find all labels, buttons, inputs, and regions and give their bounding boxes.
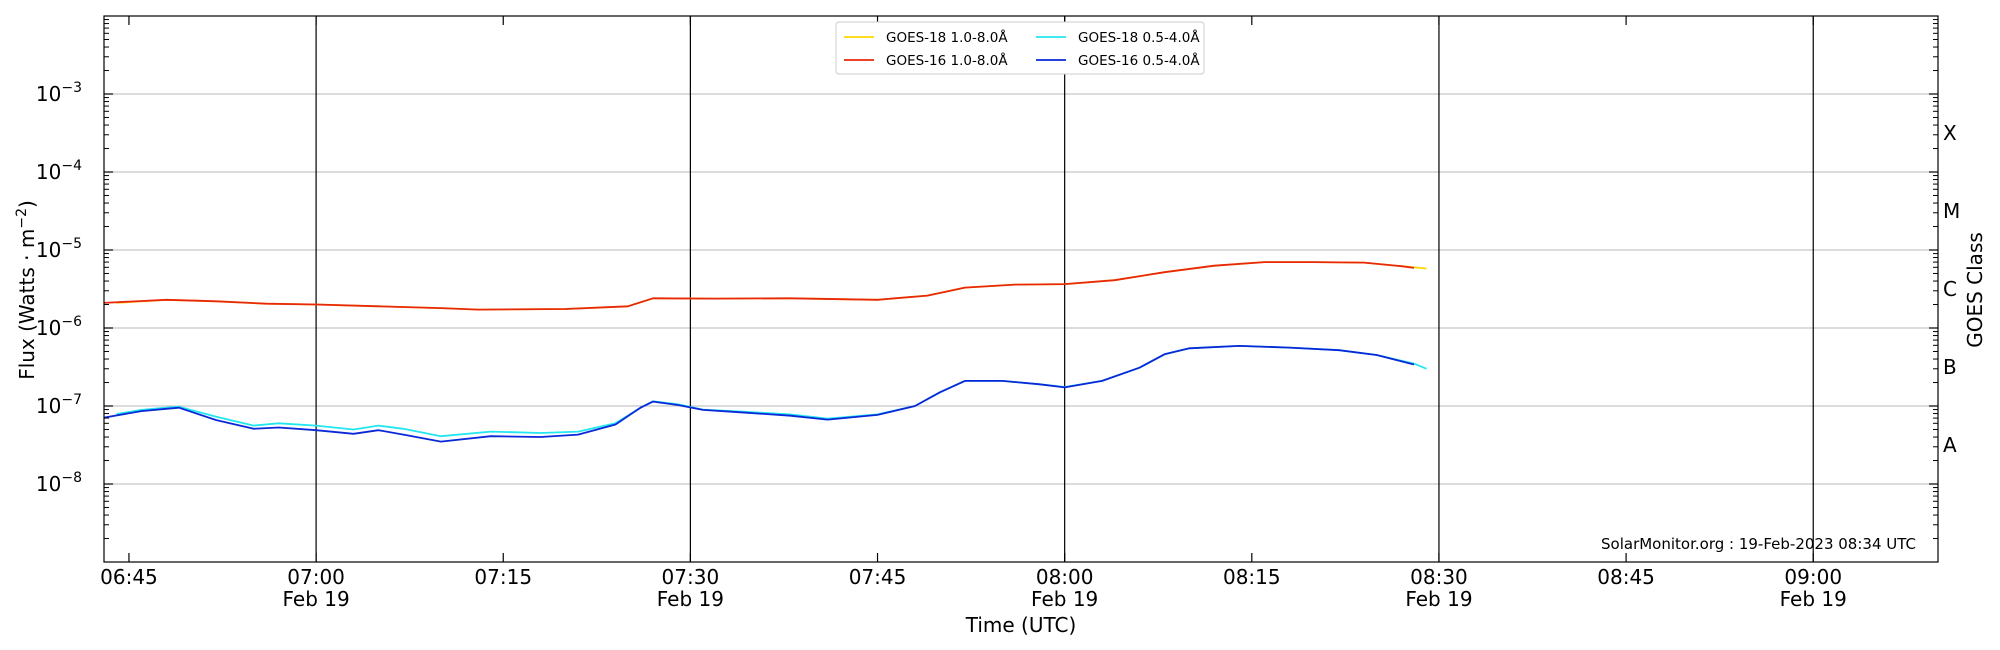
series-line-0	[116, 261, 1427, 311]
x-tick-date-label: Feb 19	[282, 587, 349, 611]
legend: GOES-18 1.0-8.0Å GOES-18 0.5-4.0Å GOES-16 …	[835, 21, 1205, 75]
x-tick-label: 08:30	[1410, 565, 1468, 589]
x-tick-label: 07:45	[849, 565, 907, 589]
x-tick-label: 07:00	[287, 565, 345, 589]
y-tick-label: 10−5	[36, 236, 82, 262]
goes-class-label: M	[1943, 199, 1960, 223]
source-annotation: SolarMonitor.org : 19-Feb-2023 08:34 UTC	[1601, 535, 1916, 553]
legend-entry-label: GOES-18 1.0-8.0Å	[886, 29, 1008, 46]
goes-class-label: X	[1943, 121, 1957, 145]
x-tick-date-label: Feb 19	[657, 587, 724, 611]
y-axis-label: Flux (Watts · m−2)	[14, 200, 39, 380]
x-tick-label: 08:15	[1223, 565, 1281, 589]
legend-entry-label: GOES-16 0.5-4.0Å	[1078, 52, 1200, 69]
x-tick-date-label: Feb 19	[1405, 587, 1472, 611]
x-tick-label: 08:00	[1036, 565, 1094, 589]
series-line-2	[103, 261, 1415, 311]
y2-axis-label: GOES Class	[1963, 232, 1987, 348]
y-tick-label: 10−7	[36, 392, 82, 418]
legend-entry-label: GOES-16 1.0-8.0Å	[886, 52, 1008, 69]
x-tick-date-label: Feb 19	[1031, 587, 1098, 611]
grid-layer	[104, 16, 1938, 562]
y-tick-label: 10−3	[36, 80, 82, 106]
x-tick-label: 09:00	[1784, 565, 1842, 589]
x-axis-label: Time (UTC)	[965, 613, 1077, 637]
x-tick-date-label: Feb 19	[1780, 587, 1847, 611]
y-tick-label: 10−8	[36, 470, 82, 496]
goes-class-label: A	[1943, 433, 1957, 457]
y-tick-label: 10−4	[36, 158, 82, 184]
legend-entry-label: GOES-18 0.5-4.0Å	[1078, 29, 1200, 46]
series-line-3	[103, 344, 1415, 443]
legend-box	[835, 21, 1205, 75]
x-tick-label: 07:15	[474, 565, 532, 589]
x-tick-label: 07:30	[662, 565, 720, 589]
plot-frame	[103, 15, 1939, 563]
goes-class-label: B	[1943, 355, 1957, 379]
y-tick-label: 10−6	[36, 314, 82, 340]
series-layer	[103, 261, 1427, 443]
x-tick-label: 08:45	[1597, 565, 1655, 589]
series-line-1	[116, 344, 1427, 438]
x-tick-label: 06:45	[100, 565, 158, 589]
goes-class-label: C	[1943, 277, 1957, 301]
